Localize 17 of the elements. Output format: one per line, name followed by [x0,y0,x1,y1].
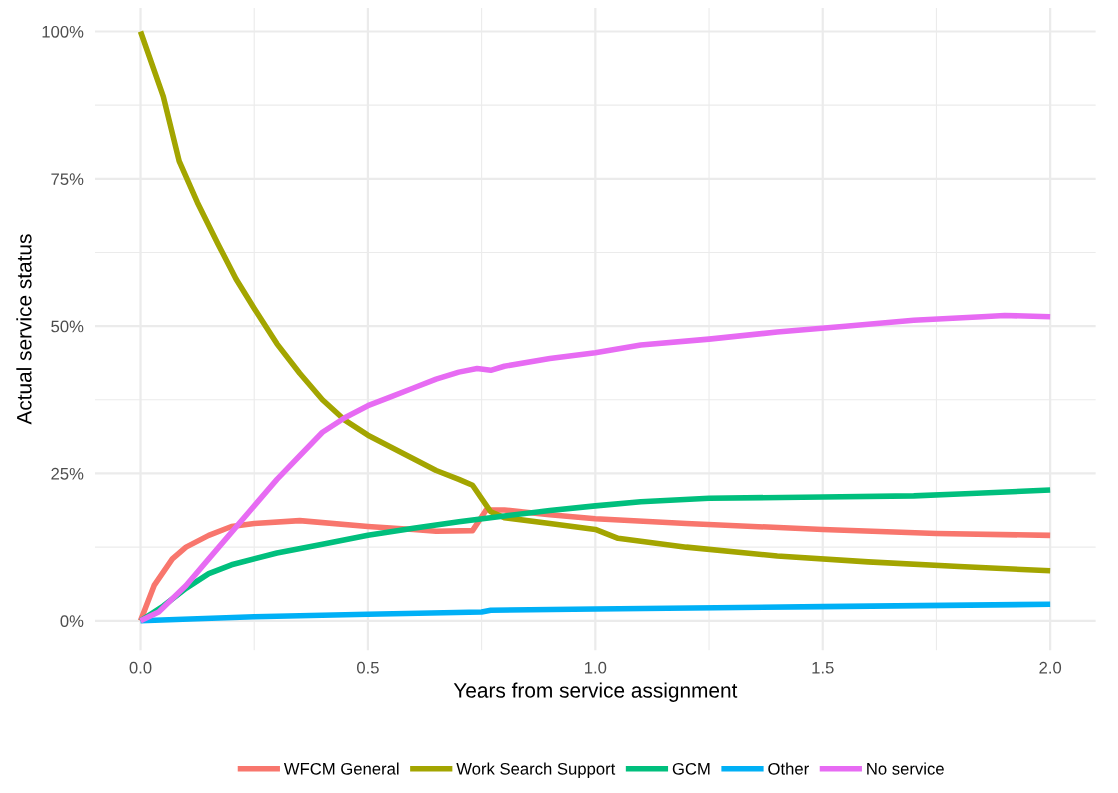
x-tick-label: 2.0 [1039,661,1062,674]
y-tick-label: 50% [51,320,84,333]
x-tick-label: 1.0 [585,661,607,674]
x-axis-title: Years from service assignment [453,682,738,702]
y-tick-label: 75% [51,173,84,186]
legend-label: WFCM General [283,762,399,775]
x-tick-label: 0.0 [129,661,152,674]
legend-label: Other [768,762,809,775]
legend-label: Work Search Support [456,762,616,778]
y-axis-title: Actual service status [16,234,32,425]
x-tick-label: 0.5 [356,661,379,674]
y-tick-label: 0% [60,615,84,627]
legend-label: GCM [672,762,710,775]
legend-label: No service [867,762,944,775]
y-tick-label: 25% [51,467,84,480]
x-tick-label: 1.5 [812,661,834,674]
y-tick-label: 100% [42,25,84,38]
